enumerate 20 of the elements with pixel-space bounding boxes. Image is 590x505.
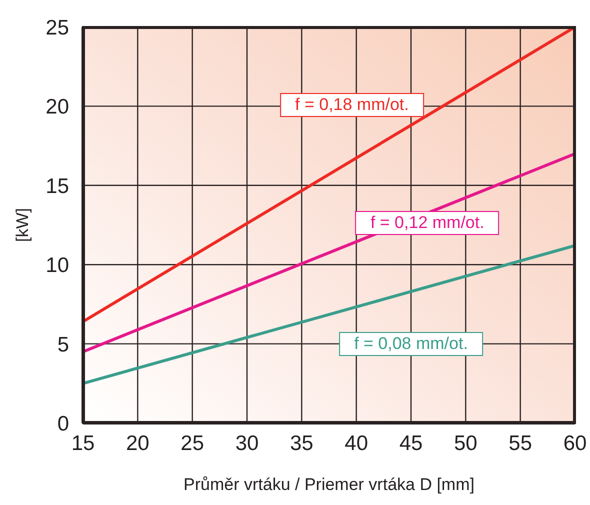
y-tick-label: 15 [46, 174, 69, 198]
y-tick-label: 10 [46, 254, 69, 278]
x-tick-label: 30 [235, 432, 259, 455]
x-tick-label: 25 [180, 432, 204, 455]
x-tick-label: 50 [454, 432, 478, 455]
y-tick-label: 5 [57, 333, 69, 356]
series-label: f = 0,12 mm/ot. [355, 211, 500, 236]
y-tick-label: 20 [46, 96, 69, 119]
x-axis-title: Průměr vrtáku / Priemer vrtáka D [mm] [184, 475, 474, 494]
x-tick-label: 35 [290, 432, 314, 455]
x-tick-label: 40 [344, 432, 368, 455]
y-axis-title: [kW] [13, 208, 32, 242]
series-label: f = 0,08 mm/ot. [339, 332, 483, 356]
x-tick-label: 60 [563, 432, 587, 455]
x-tick-label: 55 [508, 432, 532, 455]
y-tick-label: 25 [46, 16, 69, 40]
series-label: f = 0,18 mm/ot. [280, 92, 424, 117]
x-tick-label: 20 [126, 432, 150, 455]
y-tick-label: 0 [57, 412, 69, 436]
x-tick-label: 45 [399, 432, 423, 455]
